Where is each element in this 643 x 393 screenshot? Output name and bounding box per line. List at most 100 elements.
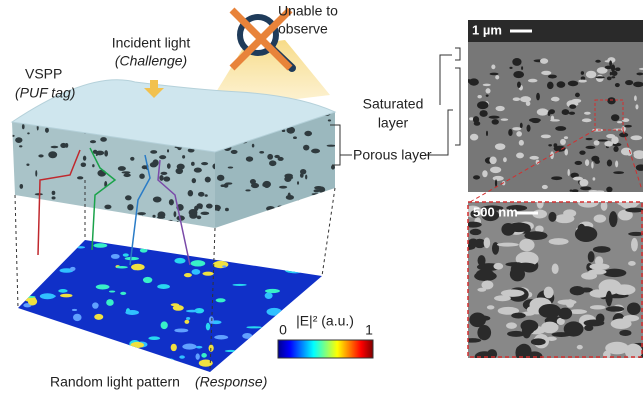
texture-dot — [125, 310, 139, 315]
texture-dot — [577, 345, 583, 349]
texture-dot — [38, 154, 43, 157]
texture-dot — [490, 167, 501, 173]
texture-dot — [617, 121, 622, 123]
texture-dot — [474, 315, 490, 321]
texture-dot — [19, 145, 22, 147]
texture-dot — [594, 140, 600, 145]
texture-dot — [120, 292, 126, 295]
texture-dot — [206, 243, 215, 246]
texture-dot — [528, 79, 538, 83]
texture-dot — [246, 156, 253, 161]
texture-dot — [607, 160, 612, 167]
texture-dot — [635, 104, 638, 109]
texture-dot — [277, 212, 285, 216]
texture-dot — [303, 145, 309, 151]
texture-dot — [137, 212, 145, 215]
texture-dot — [539, 304, 561, 318]
texture-dot — [594, 159, 600, 164]
texture-dot — [206, 204, 213, 209]
texture-dot — [245, 189, 250, 191]
texture-dot — [572, 189, 579, 192]
texture-dot — [287, 334, 291, 339]
texture-dot — [503, 157, 507, 162]
label: Incident light — [112, 35, 191, 51]
texture-dot — [292, 333, 304, 340]
texture-dot — [171, 344, 177, 351]
texture-dot — [474, 121, 481, 126]
texture-dot — [516, 131, 522, 136]
texture-dot — [555, 126, 566, 131]
texture-dot — [489, 116, 500, 119]
texture-dot — [109, 291, 115, 293]
texture-dot — [205, 177, 211, 183]
texture-dot — [301, 246, 308, 249]
texture-dot — [174, 328, 188, 332]
texture-dot — [42, 269, 54, 273]
texture-dot — [104, 150, 108, 156]
texture-dot — [540, 58, 548, 64]
texture-dot — [164, 358, 176, 365]
texture-dot — [304, 264, 318, 272]
texture-dot — [140, 248, 148, 252]
texture-dot — [557, 81, 566, 88]
texture-dot — [516, 153, 524, 159]
texture-dot — [595, 256, 603, 266]
texture-dot — [613, 171, 624, 174]
texture-dot — [548, 144, 552, 146]
texture-dot — [563, 209, 576, 217]
texture-dot — [508, 129, 512, 136]
texture-dot — [541, 134, 551, 138]
texture-dot — [60, 143, 66, 148]
texture-dot — [557, 299, 576, 304]
texture-dot — [501, 289, 525, 296]
texture-dot — [123, 173, 130, 177]
texture-dot — [603, 269, 627, 277]
texture-dot — [81, 162, 86, 166]
texture-dot — [225, 350, 237, 352]
label: Saturated — [363, 96, 424, 112]
texture-dot — [575, 161, 583, 165]
label: (PUF tag) — [15, 85, 75, 101]
texture-dot — [267, 308, 282, 316]
texture-dot — [118, 166, 126, 171]
texture-dot — [176, 221, 179, 228]
texture-dot — [29, 273, 39, 278]
texture-dot — [524, 231, 547, 240]
texture-dot — [201, 212, 210, 215]
texture-dot — [552, 332, 571, 337]
texture-dot — [182, 344, 196, 350]
texture-dot — [609, 211, 618, 227]
texture-dot — [519, 140, 524, 146]
texture-dot — [231, 150, 238, 154]
texture-dot — [495, 179, 497, 187]
texture-dot — [48, 151, 57, 158]
texture-dot — [606, 306, 624, 312]
texture-dot — [173, 305, 184, 311]
texture-dot — [309, 257, 319, 263]
texture-dot — [265, 289, 280, 293]
texture-dot — [541, 71, 551, 75]
texture-dot — [174, 258, 185, 264]
texture-dot — [184, 273, 192, 277]
texture-dot — [174, 211, 177, 217]
texture-dot — [311, 149, 320, 154]
texture-dot — [191, 162, 195, 166]
texture-dot — [623, 315, 639, 321]
texture-dot — [192, 269, 201, 275]
texture-dot — [123, 253, 129, 256]
texture-dot — [13, 364, 27, 370]
texture-dot — [520, 96, 531, 102]
colorbar — [278, 340, 373, 358]
texture-dot — [477, 95, 481, 98]
texture-dot — [493, 176, 504, 181]
texture-dot — [213, 261, 229, 268]
pattern-plane — [18, 240, 322, 372]
texture-dot — [593, 177, 596, 180]
texture-dot — [262, 183, 264, 186]
texture-dot — [305, 175, 307, 180]
texture-dot — [611, 76, 615, 78]
texture-dot — [159, 175, 163, 181]
texture-dot — [548, 212, 556, 222]
texture-dot — [27, 132, 30, 134]
texture-dot — [259, 151, 264, 154]
